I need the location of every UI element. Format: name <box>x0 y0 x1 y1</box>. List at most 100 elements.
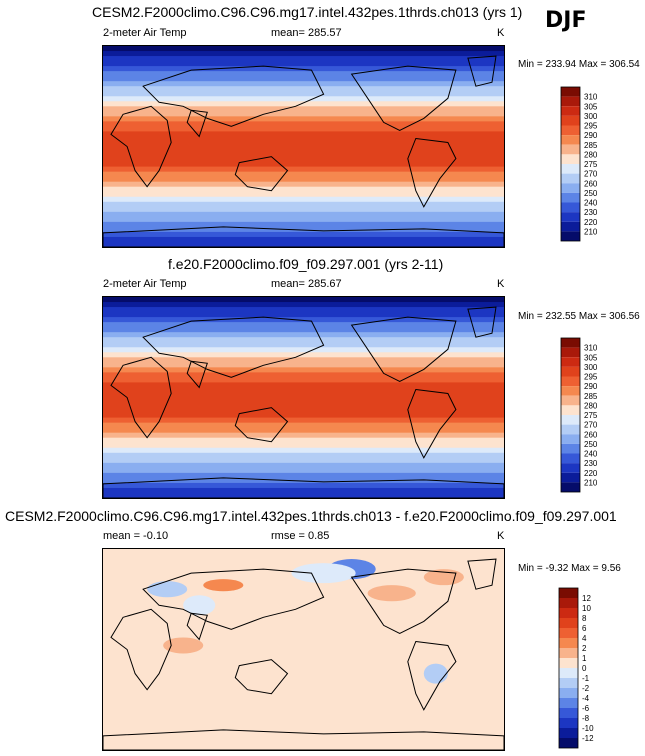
coastline <box>103 477 504 498</box>
colorbar-tick-label: 310 <box>584 344 598 353</box>
map-field-band <box>103 482 504 489</box>
map-field-band <box>103 487 504 494</box>
colorbar-tick-label: 240 <box>584 199 598 208</box>
colorbar-swatch <box>561 125 580 136</box>
map-field-band <box>103 457 504 464</box>
coastline <box>103 729 504 750</box>
map-field-band <box>103 166 504 173</box>
colorbar-swatch <box>561 212 580 222</box>
colorbar-swatch <box>561 192 580 203</box>
map-field-band <box>103 191 504 198</box>
colorbar-swatch <box>561 366 580 377</box>
colorbar-tick-label: 1 <box>582 654 587 663</box>
colorbar-tick-label: 270 <box>584 421 598 430</box>
coastline <box>234 407 289 443</box>
panel2-colorbar: 310 305 300 295 290 285 280 275 270 260 250 240 230 2… <box>560 337 621 493</box>
colorbar-tick-label: 280 <box>584 401 598 410</box>
colorbar-tick-label: 290 <box>584 382 598 391</box>
map-field-band <box>103 447 504 454</box>
panel1-map <box>102 45 505 248</box>
coastline <box>350 316 457 382</box>
coastline <box>186 612 208 641</box>
colorbar-swatch <box>561 405 580 415</box>
map-field-band <box>103 327 504 333</box>
map-field-band <box>103 312 504 318</box>
map-field-band <box>103 171 504 178</box>
map-field-band <box>103 221 504 228</box>
colorbar-swatch <box>559 608 578 618</box>
colorbar-swatch <box>561 96 580 107</box>
panel3-mean-label: mean = -0.10 <box>103 530 169 542</box>
coastline <box>186 360 208 389</box>
colorbar-swatch <box>561 221 580 232</box>
map-field-band <box>103 362 504 368</box>
coastline <box>110 356 172 439</box>
colorbar-swatch <box>561 164 580 174</box>
map-field-band <box>103 332 504 338</box>
map-field-band <box>103 206 504 213</box>
map-field-band <box>103 106 504 112</box>
colorbar-tick-label: 10 <box>582 604 591 613</box>
colorbar-tick-label: -6 <box>582 704 590 713</box>
colorbar-tick-label: 295 <box>584 373 598 382</box>
colorbar-swatch <box>561 115 580 126</box>
map-field-band <box>103 302 504 308</box>
colorbar-swatch <box>561 434 580 444</box>
map-field-anomaly <box>147 581 188 598</box>
map-field-band <box>103 56 504 62</box>
map-field-band <box>103 161 504 168</box>
panel1-variable-label: 2-meter Air Temp <box>103 27 187 39</box>
map-field-band <box>103 96 504 102</box>
map-field-anomaly <box>367 585 416 602</box>
colorbar-swatch <box>561 453 580 464</box>
map-field-band <box>103 131 504 138</box>
colorbar-tick-label: 285 <box>584 141 598 150</box>
colorbar-tick-label: -8 <box>582 714 590 723</box>
colorbar-swatch <box>561 395 580 406</box>
colorbar-tick-label: -2 <box>582 684 590 693</box>
colorbar-tick-label: 285 <box>584 392 598 401</box>
map-field-band <box>103 412 504 419</box>
map-field-band <box>103 216 504 223</box>
colorbar-swatch <box>561 87 580 97</box>
colorbar-swatch <box>561 463 580 473</box>
colorbar-tick-label: 300 <box>584 363 598 372</box>
map-field-band <box>103 297 504 303</box>
panel3-title: CESM2.F2000climo.C96.C96.mg17.intel.432p… <box>5 508 617 524</box>
map-field-band <box>103 437 504 444</box>
map-field-band <box>103 452 504 459</box>
map-field-band <box>103 307 504 313</box>
colorbar-tick-label: 290 <box>584 131 598 140</box>
map-field-band <box>103 111 504 117</box>
map-field-band <box>103 116 504 122</box>
colorbar-swatch <box>561 357 580 367</box>
colorbar-tick-label: -4 <box>582 694 590 703</box>
map-field-band <box>103 201 504 208</box>
season-label: DJF <box>545 8 587 33</box>
coastline <box>467 558 497 590</box>
map-field-band <box>103 196 504 203</box>
coastline <box>407 137 457 208</box>
colorbar-swatch <box>561 443 580 454</box>
map-field-band <box>103 76 504 82</box>
panel3-map <box>102 548 505 751</box>
colorbar-swatch <box>559 658 578 668</box>
coastline <box>103 226 504 247</box>
colorbar-tick-label: 8 <box>582 614 587 623</box>
colorbar-tick-label: 295 <box>584 122 598 131</box>
map-field-band <box>103 387 504 394</box>
colorbar-tick-label: 220 <box>584 469 598 478</box>
coastline <box>142 568 325 630</box>
colorbar-tick-label: 270 <box>584 170 598 179</box>
map-field-band <box>103 382 504 389</box>
colorbar-swatch <box>559 678 578 688</box>
map-field-band <box>103 402 504 409</box>
colorbar-tick-label: 305 <box>584 353 598 362</box>
colorbar-tick-label: 250 <box>584 189 598 198</box>
map-field-band <box>103 81 504 87</box>
colorbar-swatch <box>559 628 578 638</box>
colorbar-swatch <box>561 144 580 155</box>
panel1-colorbar: 310 305 300 295 290 285 280 275 270 260 250 240 230 2… <box>560 86 621 242</box>
colorbar-tick-label: 6 <box>582 624 587 633</box>
colorbar-swatch <box>559 698 578 708</box>
